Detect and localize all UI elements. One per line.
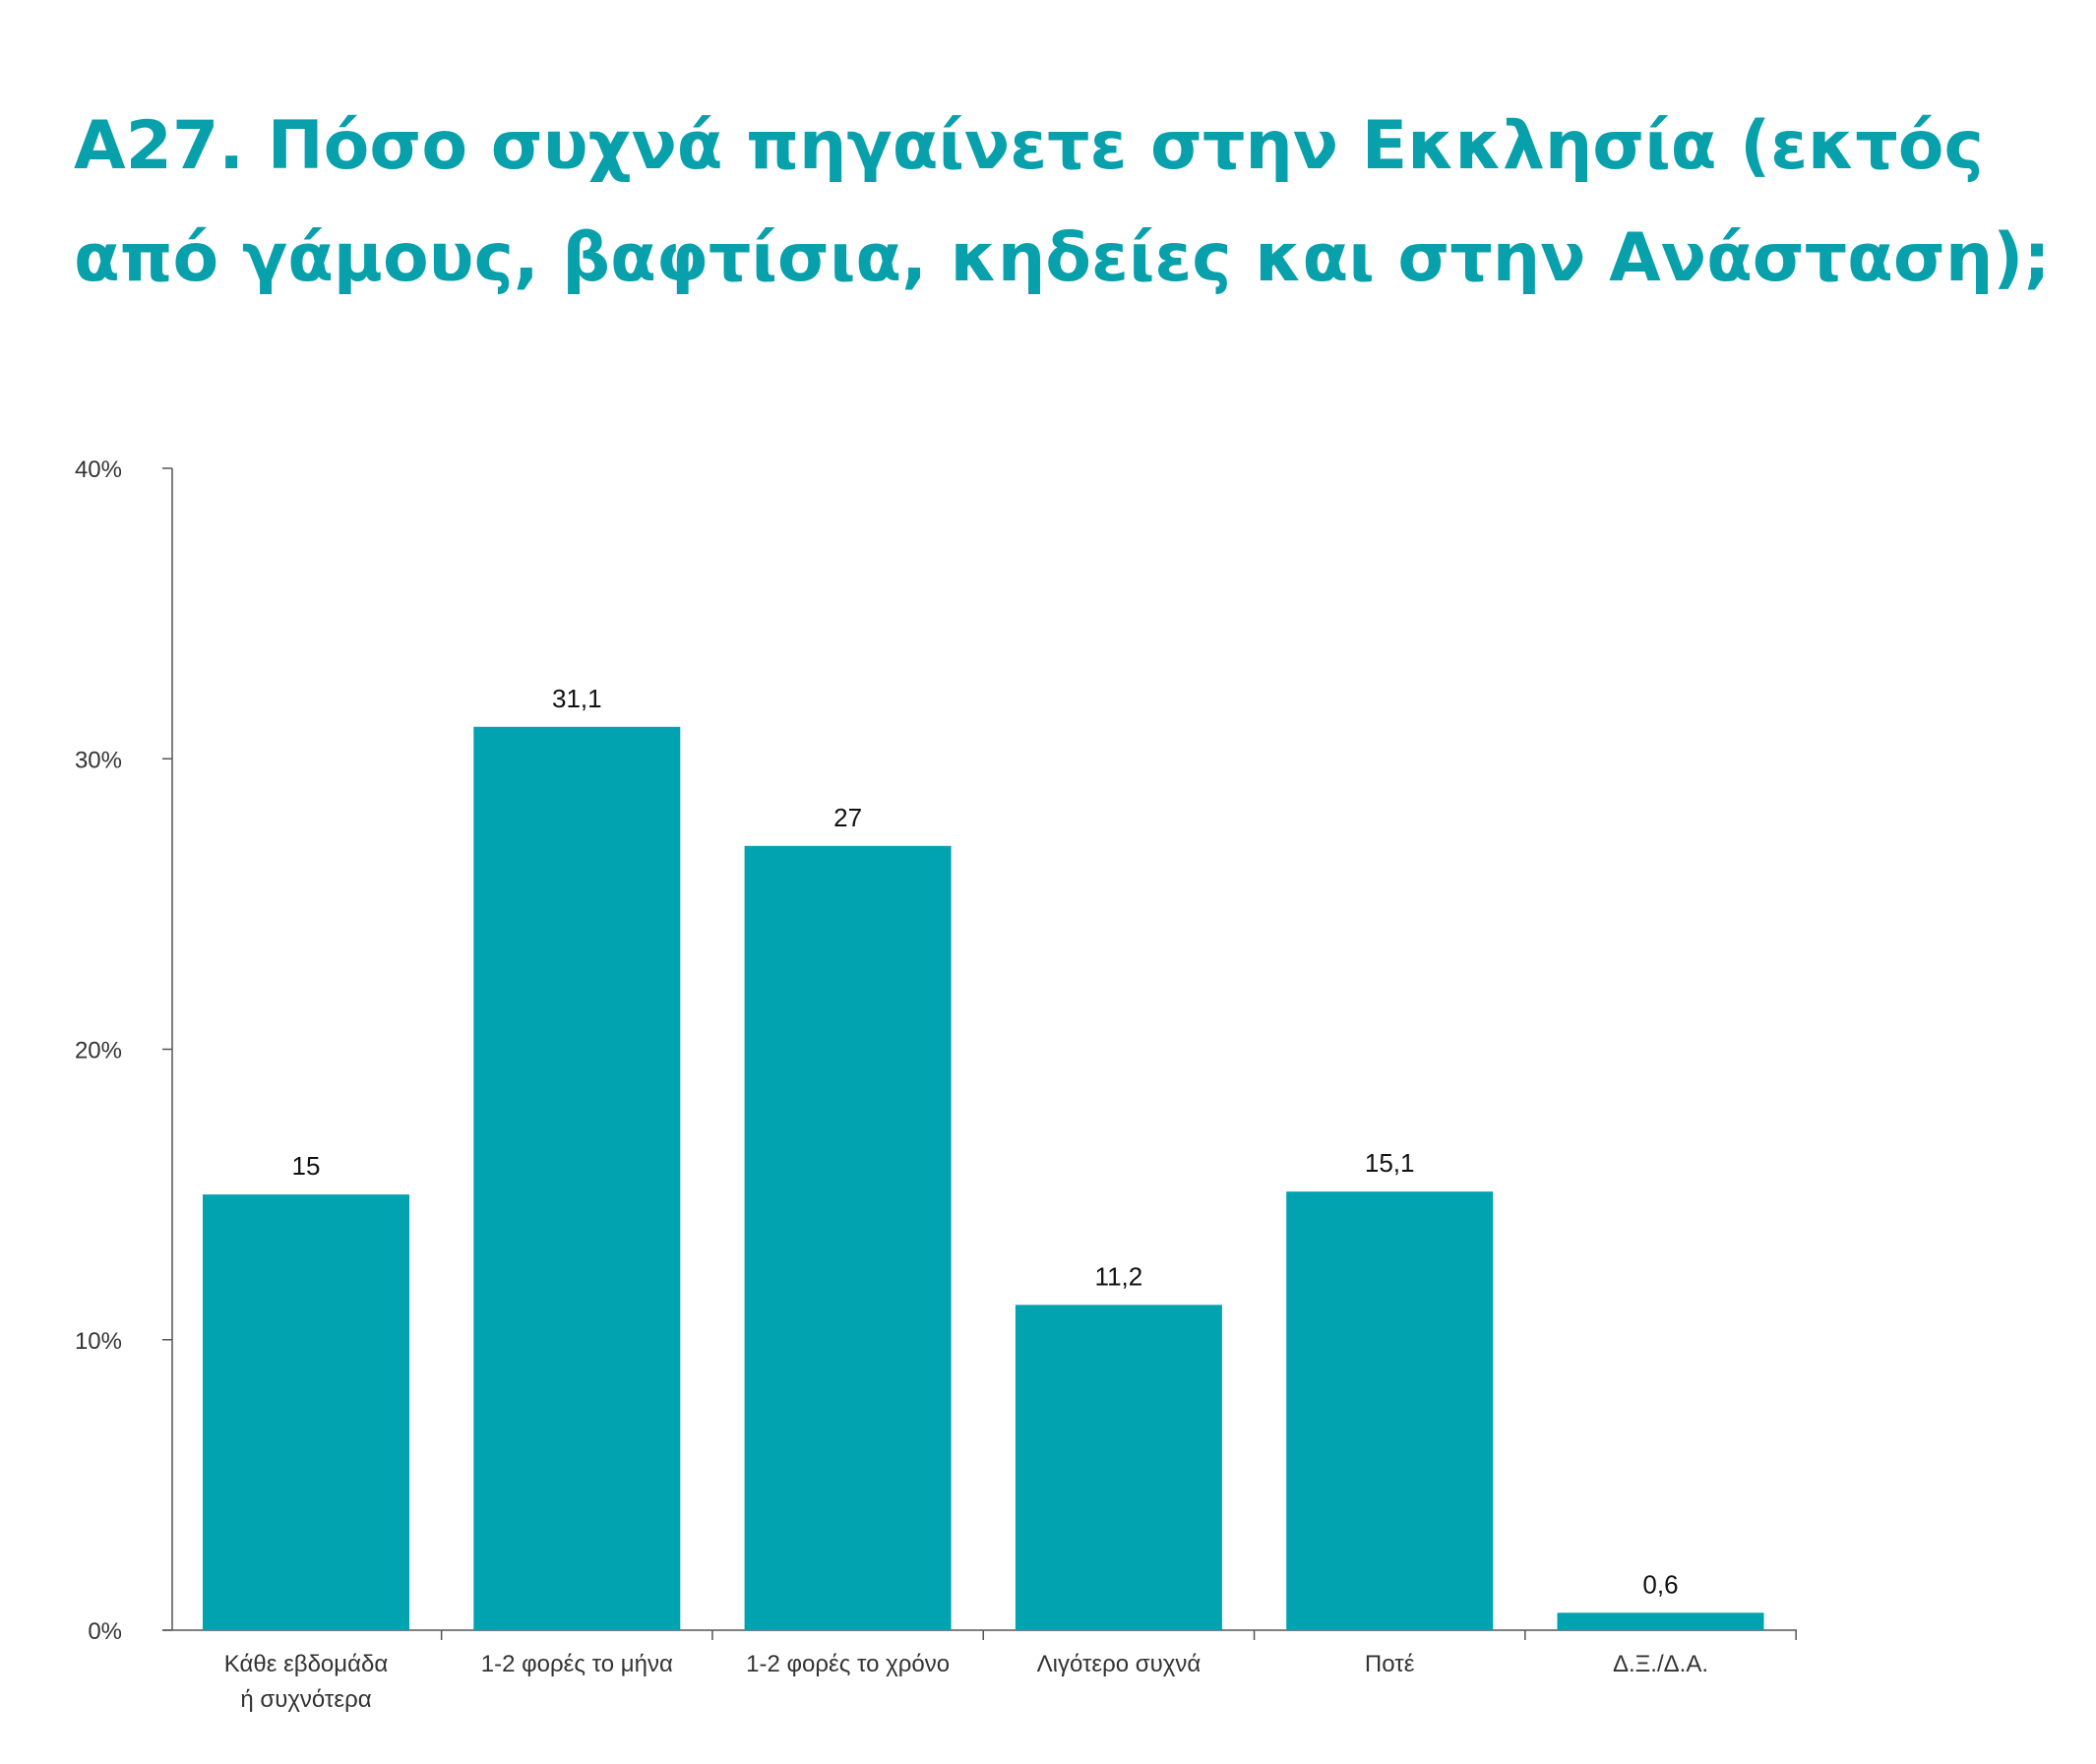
- bar-value-label: 31,1: [552, 684, 602, 713]
- bar: [203, 1194, 409, 1630]
- y-tick-label: 40%: [75, 456, 122, 483]
- y-tick-label: 10%: [75, 1328, 122, 1355]
- x-category-label: 1-2 φορές το χρόνο: [746, 1651, 950, 1677]
- chart-title: A27. Πόσο συχνά πηγαίνετε στην Εκκλησία …: [74, 91, 2062, 315]
- y-tick-label: 20%: [75, 1038, 122, 1064]
- y-tick-label: 0%: [88, 1618, 122, 1645]
- bar-value-label: 15,1: [1365, 1148, 1415, 1178]
- y-tick-label: 30%: [75, 747, 122, 773]
- bar: [1286, 1191, 1494, 1630]
- bar-value-label: 15: [292, 1151, 321, 1181]
- bar-value-label: 11,2: [1095, 1261, 1143, 1291]
- bar: [744, 845, 952, 1630]
- bar-value-label: 0,6: [1642, 1569, 1678, 1599]
- x-category-label: 1-2 φορές το μήνα: [481, 1651, 673, 1677]
- x-category-label: ή συχνότερα: [240, 1686, 371, 1713]
- chart-title-line-1: A27. Πόσο συχνά πηγαίνετε στην Εκκλησία …: [74, 107, 1984, 185]
- bar: [473, 726, 681, 1630]
- bar-value-label: 27: [833, 803, 862, 832]
- x-category-label: Ποτέ: [1365, 1651, 1415, 1677]
- x-category-label: Δ.Ξ./Δ.Α.: [1613, 1651, 1708, 1677]
- x-category-label: Λιγότερο συχνά: [1037, 1651, 1202, 1677]
- chart-title-line-2: από γάμους, βαφτίσια, κηδείες και στην Α…: [74, 219, 2051, 297]
- bar: [1557, 1612, 1764, 1630]
- bar: [1015, 1305, 1222, 1630]
- x-category-label: Κάθε εβδομάδα: [224, 1651, 389, 1677]
